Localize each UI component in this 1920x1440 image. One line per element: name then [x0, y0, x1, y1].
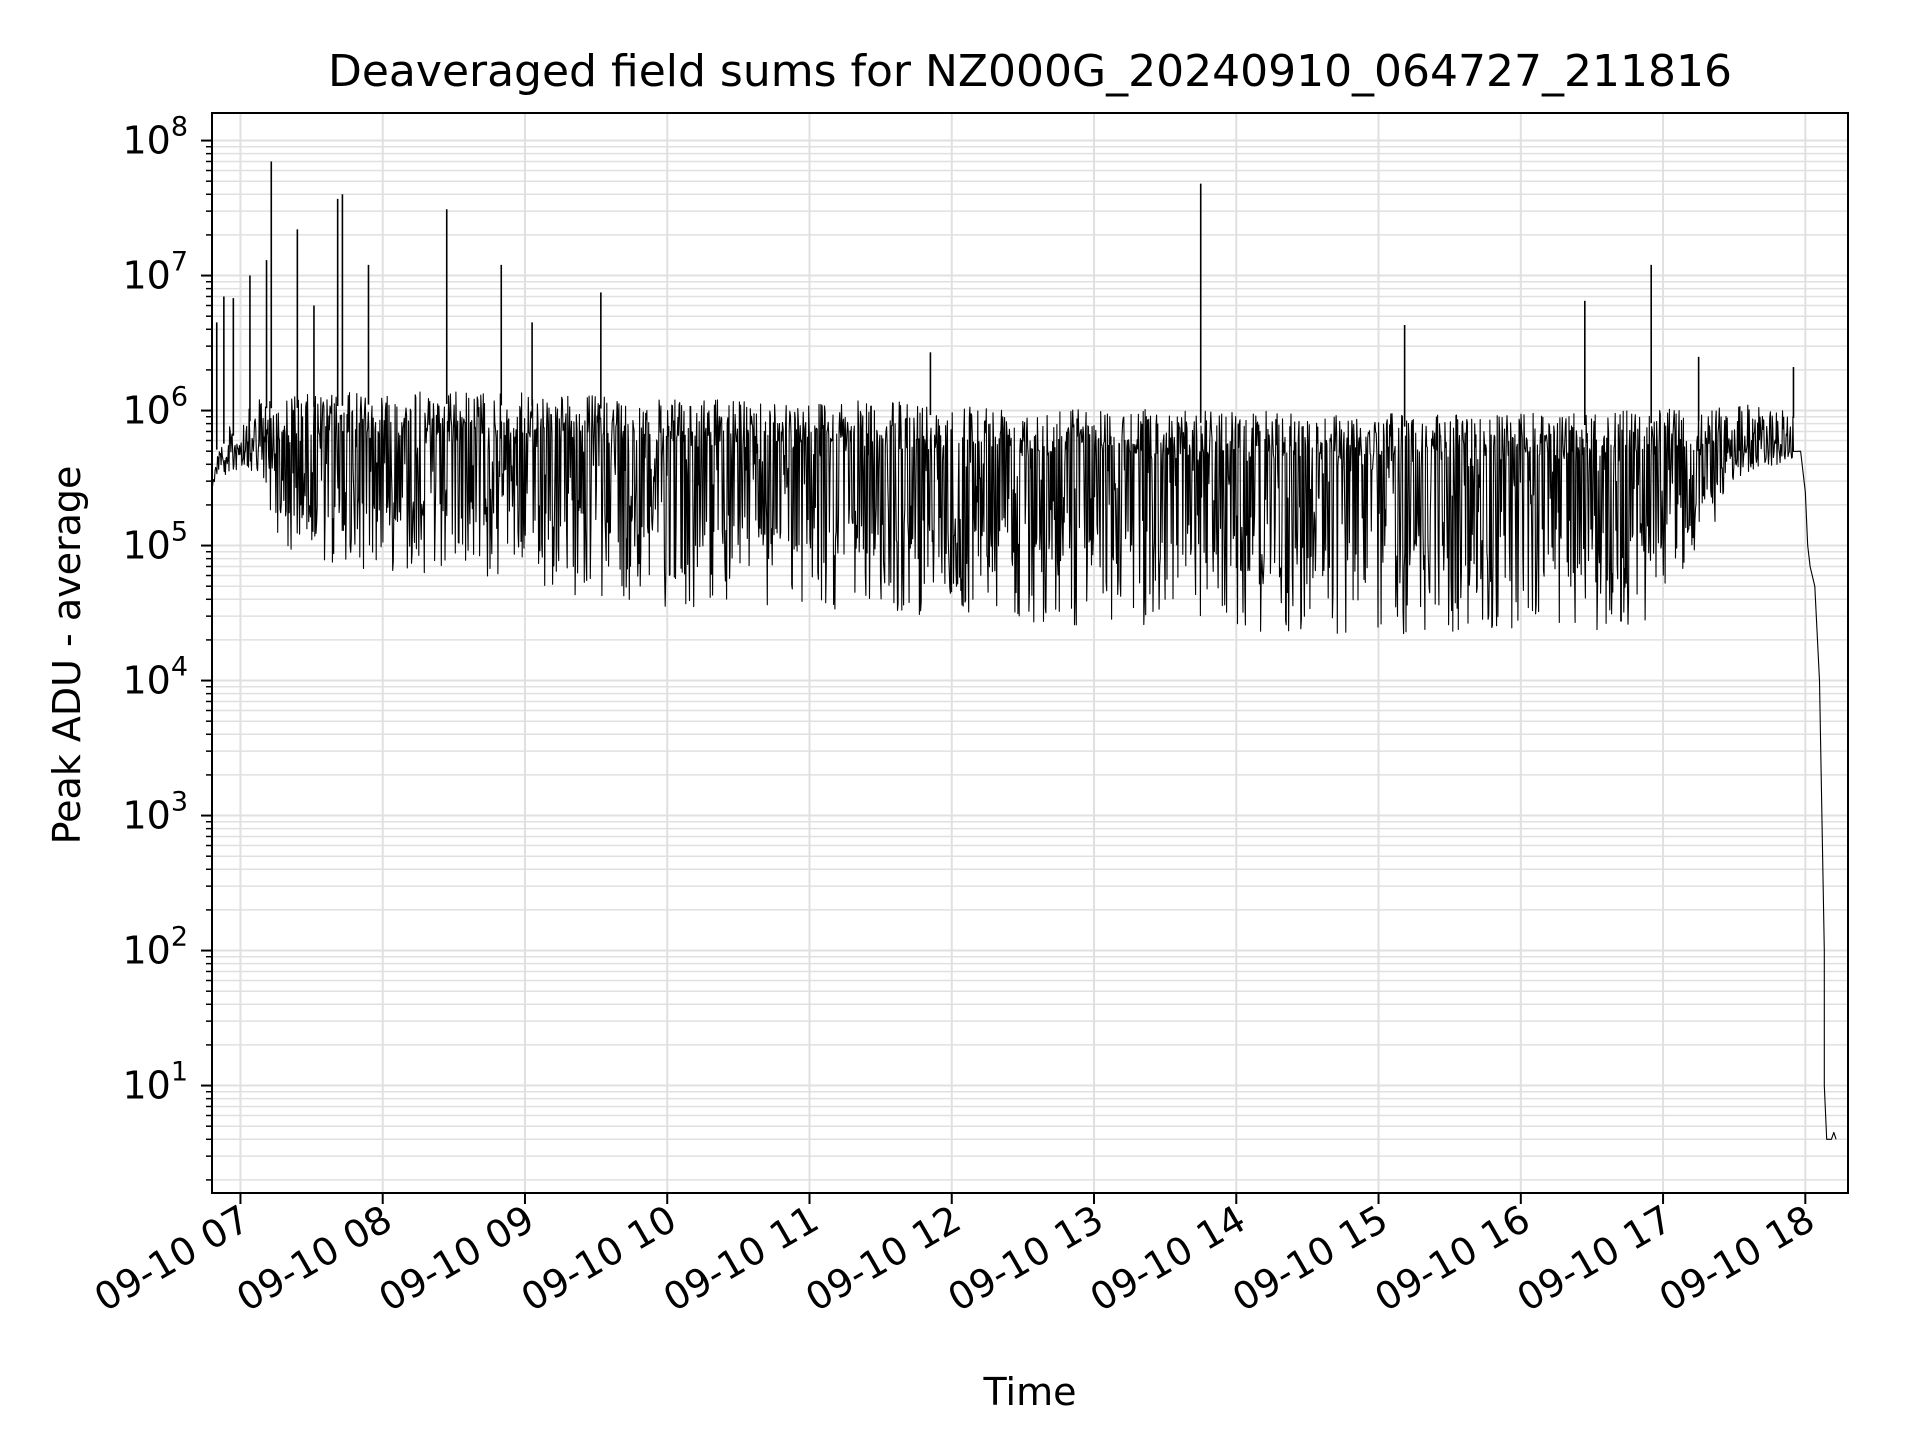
series-layer [211, 161, 1837, 1140]
y-tick-label: 105 [122, 517, 188, 568]
x-axis-label: Time [983, 1370, 1077, 1414]
y-axis-label: Peak ADU - average [45, 466, 89, 845]
series-line [211, 391, 1837, 1140]
y-tick-label: 102 [122, 922, 188, 973]
plot-frame [211, 112, 1849, 1194]
ticks-layer [201, 139, 1807, 1204]
y-tick-label: 104 [122, 652, 188, 703]
y-tick-label: 103 [122, 787, 188, 838]
y-tick-label: 106 [122, 382, 188, 433]
y-tick-label: 101 [122, 1057, 188, 1108]
y-tick-label: 108 [122, 112, 188, 163]
chart-title: Deaveraged field sums for NZ000G_2024091… [328, 46, 1732, 97]
y-tick-label: 107 [122, 247, 188, 298]
